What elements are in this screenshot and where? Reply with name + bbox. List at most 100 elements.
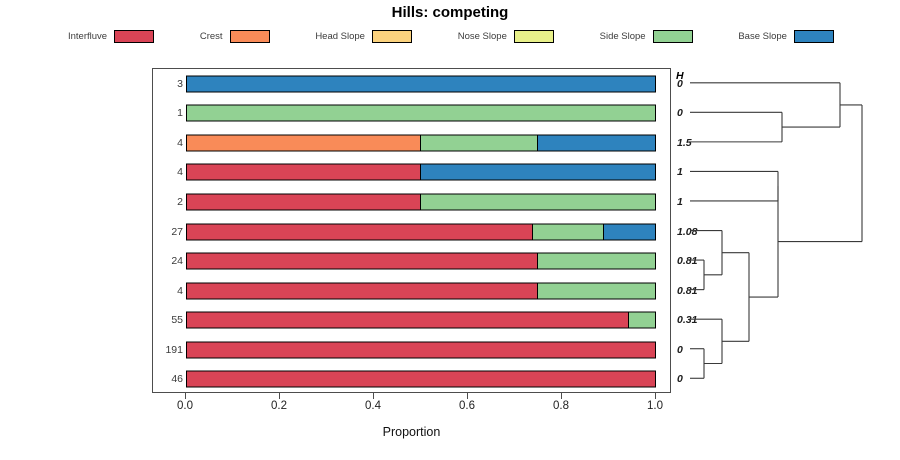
bar-segment-interfluve	[187, 224, 534, 240]
x-tick	[185, 393, 186, 399]
stacked-bar	[186, 75, 656, 93]
bar-segment-base-slope	[421, 164, 655, 180]
legend-swatch-head-slope	[371, 29, 412, 43]
h-value: 0.81	[677, 255, 698, 268]
n-value: 55	[171, 314, 183, 327]
stacked-bar	[186, 104, 656, 122]
stacked-bar	[186, 252, 656, 270]
h-value: 1.08	[677, 225, 698, 238]
bar-segment-side-slope	[421, 194, 655, 210]
legend-item-crest[interactable]: Crest	[199, 29, 270, 43]
bar-segment-interfluve	[187, 312, 630, 328]
h-value: 0	[677, 77, 683, 90]
x-tick	[655, 393, 656, 399]
bar-segment-interfluve	[187, 253, 538, 269]
legend-label: Base Slope	[738, 30, 787, 42]
bar-segment-base-slope	[538, 135, 655, 151]
n-value: 46	[171, 373, 183, 386]
n-value: 4	[177, 166, 183, 179]
legend-item-head-slope[interactable]: Head Slope	[315, 29, 412, 43]
x-tick-label: 0.8	[553, 400, 569, 412]
bar-segment-side-slope	[629, 312, 655, 328]
stacked-bar	[186, 193, 656, 211]
table-row: GILBOA40.81	[153, 276, 697, 306]
bar-segment-side-slope	[538, 283, 655, 299]
legend-item-side-slope[interactable]: Side Slope	[599, 29, 693, 43]
h-value: 0.81	[677, 284, 698, 297]
bar-segment-side-slope	[533, 224, 604, 240]
n-value: 3	[177, 77, 183, 90]
table-row: MARCELLON41.5	[153, 128, 692, 158]
table-row: AZTALAN30	[153, 69, 683, 99]
table-row: ANDRES460	[153, 365, 683, 395]
h-value: 0	[677, 373, 683, 386]
x-tick	[467, 393, 468, 399]
legend-swatch-crest	[229, 29, 270, 43]
x-tick-label: 0.2	[271, 400, 287, 412]
stacked-bar	[186, 134, 656, 152]
n-value: 27	[171, 225, 183, 238]
table-row: LE SUEUR1910	[153, 335, 683, 365]
bar-segment-base-slope	[187, 76, 655, 92]
n-value: 4	[177, 136, 183, 149]
table-row: LA HOGUE41	[153, 158, 683, 188]
bar-segment-interfluve	[187, 342, 655, 358]
dendrogram	[690, 68, 898, 393]
stacked-bar	[186, 370, 656, 388]
h-value: 0	[677, 343, 683, 356]
legend-label: Crest	[199, 30, 223, 42]
legend: Interfluve Crest Head Slope Nose Slope S…	[68, 27, 834, 45]
legend-item-nose-slope[interactable]: Nose Slope	[457, 29, 554, 43]
x-tick	[561, 393, 562, 399]
legend-swatch-base-slope	[793, 29, 834, 43]
legend-swatch-nose-slope	[513, 29, 554, 43]
legend-swatch-interfluve	[114, 29, 155, 43]
x-axis: 0.0 0.2 0.4 0.6 0.8 1.0	[152, 393, 671, 423]
n-value: 1	[177, 107, 183, 120]
bar-segment-crest	[187, 135, 421, 151]
x-tick	[279, 393, 280, 399]
stacked-bar	[186, 163, 656, 181]
bar-segment-side-slope	[187, 105, 655, 121]
x-tick-label: 0.6	[459, 400, 475, 412]
table-row: DARROCH271.08	[153, 217, 697, 247]
h-value: 1.5	[677, 136, 692, 149]
column-header-h: H	[676, 70, 684, 82]
h-value: 1	[677, 166, 683, 179]
bar-segment-side-slope	[421, 135, 538, 151]
x-tick-label: 0.0	[177, 400, 193, 412]
table-row: PROTIVIN240.81	[153, 246, 697, 276]
stacked-bar	[186, 341, 656, 359]
table-row: HOUSTENADER21	[153, 187, 683, 217]
stacked-bar	[186, 282, 656, 300]
h-value: 0	[677, 107, 683, 120]
h-value: 1	[677, 195, 683, 208]
stacked-bar-plot-panel: AZTALAN30FRANCESVILLE10MARCELLON41.5LA H…	[152, 68, 697, 395]
page-title: Hills: competing	[391, 4, 509, 21]
legend-item-base-slope[interactable]: Base Slope	[738, 29, 834, 43]
x-tick-label: 1.0	[647, 400, 663, 412]
bar-segment-base-slope	[603, 224, 655, 240]
legend-label: Nose Slope	[457, 30, 507, 42]
n-value: 24	[171, 255, 183, 268]
n-value: 2	[177, 195, 183, 208]
x-tick-label: 0.4	[365, 400, 381, 412]
x-tick	[373, 393, 374, 399]
stacked-bar	[186, 223, 656, 241]
legend-label: Interfluve	[68, 30, 108, 42]
bar-segment-interfluve	[187, 194, 421, 210]
bar-segment-interfluve	[187, 371, 655, 387]
table-row: ODELL550.31	[153, 305, 697, 335]
table-row: FRANCESVILLE10	[153, 99, 683, 129]
h-value: 0.31	[677, 314, 698, 327]
n-value: 191	[165, 343, 183, 356]
n-value: 4	[177, 284, 183, 297]
legend-label: Head Slope	[315, 30, 365, 42]
bar-segment-interfluve	[187, 164, 421, 180]
legend-label: Side Slope	[599, 30, 646, 42]
legend-item-interfluve[interactable]: Interfluve	[68, 29, 155, 43]
legend-swatch-side-slope	[652, 29, 693, 43]
bar-segment-side-slope	[538, 253, 655, 269]
stacked-bar	[186, 311, 656, 329]
x-axis-title: Proportion	[382, 425, 441, 439]
